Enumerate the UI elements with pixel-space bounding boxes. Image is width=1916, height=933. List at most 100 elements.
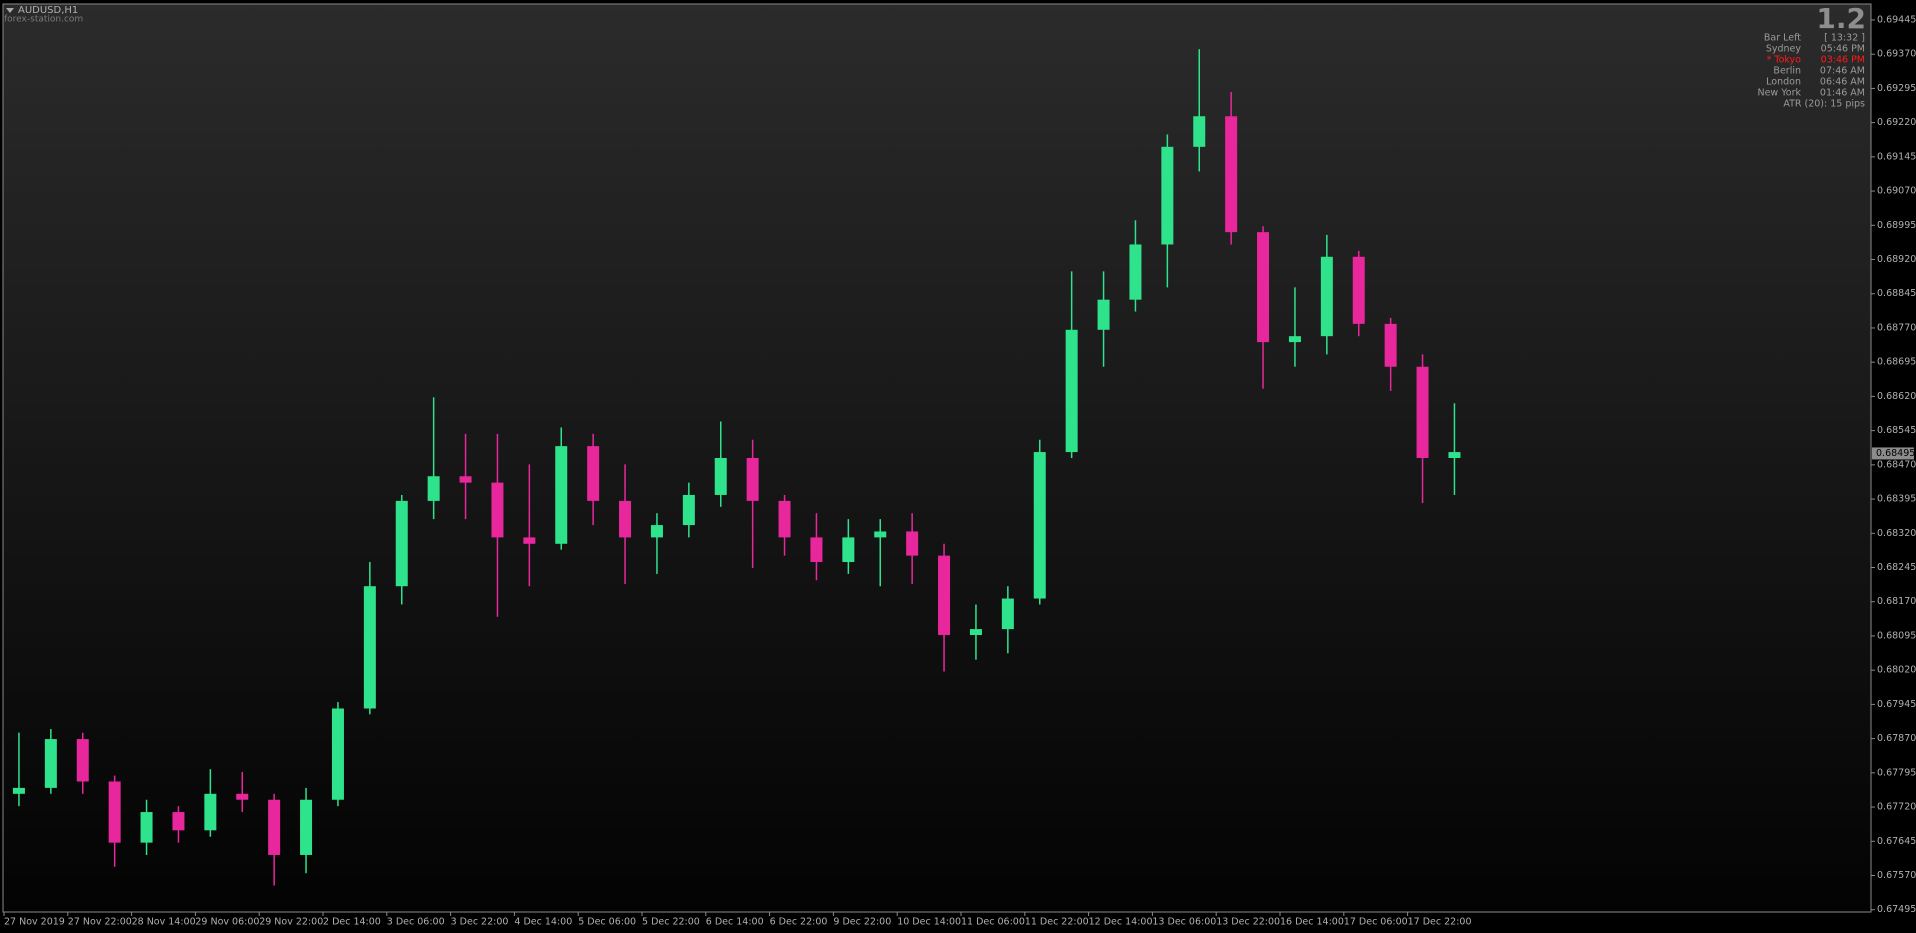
candle-body bbox=[1161, 146, 1174, 245]
symbol-label: AUDUSD,H1 bbox=[18, 5, 78, 16]
candle-body bbox=[108, 781, 121, 843]
candle-body bbox=[714, 458, 727, 495]
info-row-value: 07:46 AM bbox=[1820, 66, 1865, 77]
candle-body bbox=[555, 446, 568, 544]
y-tick-label: 0.67495 bbox=[1877, 904, 1916, 915]
info-row-value: [ 13:32 ] bbox=[1824, 33, 1865, 44]
y-tick-label: 0.68545 bbox=[1877, 425, 1916, 436]
x-tick-label: 3 Dec 22:00 bbox=[451, 917, 509, 928]
x-tick-label: 27 Nov 2019 bbox=[4, 917, 65, 928]
y-tick-label: 0.69145 bbox=[1877, 151, 1916, 162]
watermark: forex-station.com bbox=[4, 15, 83, 25]
x-tick-label: 10 Dec 14:00 bbox=[897, 917, 961, 928]
y-tick-label: 0.67870 bbox=[1877, 733, 1916, 744]
price-label-box bbox=[1872, 447, 1914, 460]
candle-body bbox=[12, 787, 25, 794]
y-tick-label: 0.68245 bbox=[1877, 562, 1916, 573]
y-tick-label: 0.68770 bbox=[1877, 322, 1916, 333]
y-tick-label: 0.67720 bbox=[1877, 802, 1916, 813]
y-tick-label: 0.68170 bbox=[1877, 596, 1916, 607]
y-tick-label: 0.67795 bbox=[1877, 767, 1916, 778]
candle-body bbox=[1384, 323, 1397, 367]
y-tick-label: 0.69445 bbox=[1877, 14, 1916, 25]
info-row-label: * Tokyo bbox=[1767, 55, 1802, 66]
candle-body bbox=[1001, 598, 1014, 630]
price-label: 0.68495 bbox=[1876, 448, 1915, 459]
x-tick-label: 4 Dec 14:00 bbox=[514, 917, 572, 928]
candle-body bbox=[874, 531, 887, 538]
x-tick-label: 5 Dec 06:00 bbox=[578, 917, 636, 928]
info-row-value: 06:46 AM bbox=[1820, 77, 1865, 88]
candle-body bbox=[172, 812, 185, 831]
candle-body bbox=[587, 446, 600, 501]
candle-body bbox=[810, 537, 823, 563]
candle-body bbox=[363, 586, 376, 709]
info-row-label: Sydney bbox=[1766, 44, 1802, 55]
y-tick-label: 0.68095 bbox=[1877, 630, 1916, 641]
candle-body bbox=[140, 812, 153, 843]
candle-body bbox=[938, 555, 951, 636]
candle-body bbox=[459, 476, 472, 483]
x-tick-label: 28 Nov 14:00 bbox=[132, 917, 196, 928]
candle-body bbox=[1257, 232, 1270, 343]
info-row-label: London bbox=[1766, 77, 1801, 88]
y-tick-label: 0.68470 bbox=[1877, 459, 1916, 470]
atr-label: ATR (20): 15 pips bbox=[1783, 99, 1865, 110]
x-tick-label: 2 Dec 14:00 bbox=[323, 917, 381, 928]
x-tick-label: 6 Dec 14:00 bbox=[706, 917, 764, 928]
candle-body bbox=[491, 482, 504, 538]
candle-body bbox=[1416, 366, 1429, 458]
menu-arrow[interactable] bbox=[6, 8, 14, 13]
candle-body bbox=[1288, 336, 1301, 343]
y-tick-label: 0.69070 bbox=[1877, 186, 1916, 197]
candle-body bbox=[1129, 244, 1142, 300]
candle-body bbox=[76, 739, 89, 782]
candle-body bbox=[523, 537, 536, 544]
x-tick-label: 29 Nov 22:00 bbox=[259, 917, 323, 928]
x-tick-label: 12 Dec 14:00 bbox=[1089, 917, 1153, 928]
x-tick-label: 16 Dec 14:00 bbox=[1280, 917, 1344, 928]
y-tick-label: 0.68320 bbox=[1877, 528, 1916, 539]
y-tick-label: 0.67570 bbox=[1877, 870, 1916, 881]
y-tick-label: 0.69370 bbox=[1877, 49, 1916, 60]
candle-body bbox=[1097, 299, 1110, 330]
y-tick-label: 0.67945 bbox=[1877, 699, 1916, 710]
x-tick-label: 13 Dec 06:00 bbox=[1152, 917, 1216, 928]
candle-body bbox=[969, 629, 982, 636]
y-tick-label: 0.69220 bbox=[1877, 117, 1916, 128]
x-tick-label: 5 Dec 22:00 bbox=[642, 917, 700, 928]
candle-body bbox=[44, 739, 57, 788]
x-tick-label: 17 Dec 06:00 bbox=[1344, 917, 1408, 928]
candle-body bbox=[300, 799, 313, 855]
candle-body bbox=[682, 494, 695, 526]
candle-body bbox=[204, 793, 217, 831]
candle-body bbox=[842, 537, 855, 563]
info-row-value: 05:46 PM bbox=[1821, 44, 1865, 55]
y-tick-label: 0.68395 bbox=[1877, 494, 1916, 505]
candle-body bbox=[650, 525, 663, 538]
x-tick-label: 6 Dec 22:00 bbox=[770, 917, 828, 928]
x-tick-label: 13 Dec 22:00 bbox=[1216, 917, 1280, 928]
info-row-label: Berlin bbox=[1773, 66, 1801, 77]
candle-body bbox=[427, 476, 440, 501]
x-tick-label: 11 Dec 22:00 bbox=[1025, 917, 1089, 928]
y-tick-label: 0.68695 bbox=[1877, 357, 1916, 368]
info-row-value: 03:46 PM bbox=[1821, 55, 1865, 66]
y-tick-label: 0.68620 bbox=[1877, 391, 1916, 402]
y-tick-label: 0.69295 bbox=[1877, 83, 1916, 94]
x-tick-label: 29 Nov 06:00 bbox=[195, 917, 259, 928]
candle-body bbox=[1448, 452, 1461, 458]
info-row-label: Bar Left bbox=[1764, 33, 1801, 44]
candle-body bbox=[1320, 256, 1333, 337]
candle-body bbox=[1225, 116, 1238, 233]
candle-body bbox=[906, 531, 919, 556]
x-tick-label: 17 Dec 22:00 bbox=[1408, 917, 1472, 928]
candle-body bbox=[778, 500, 791, 538]
y-tick-label: 0.67645 bbox=[1877, 836, 1916, 847]
candle-body bbox=[236, 793, 249, 800]
x-tick-label: 3 Dec 06:00 bbox=[387, 917, 445, 928]
x-tick-label: 9 Dec 22:00 bbox=[833, 917, 891, 928]
info-row-value: 01:46 AM bbox=[1820, 88, 1865, 99]
